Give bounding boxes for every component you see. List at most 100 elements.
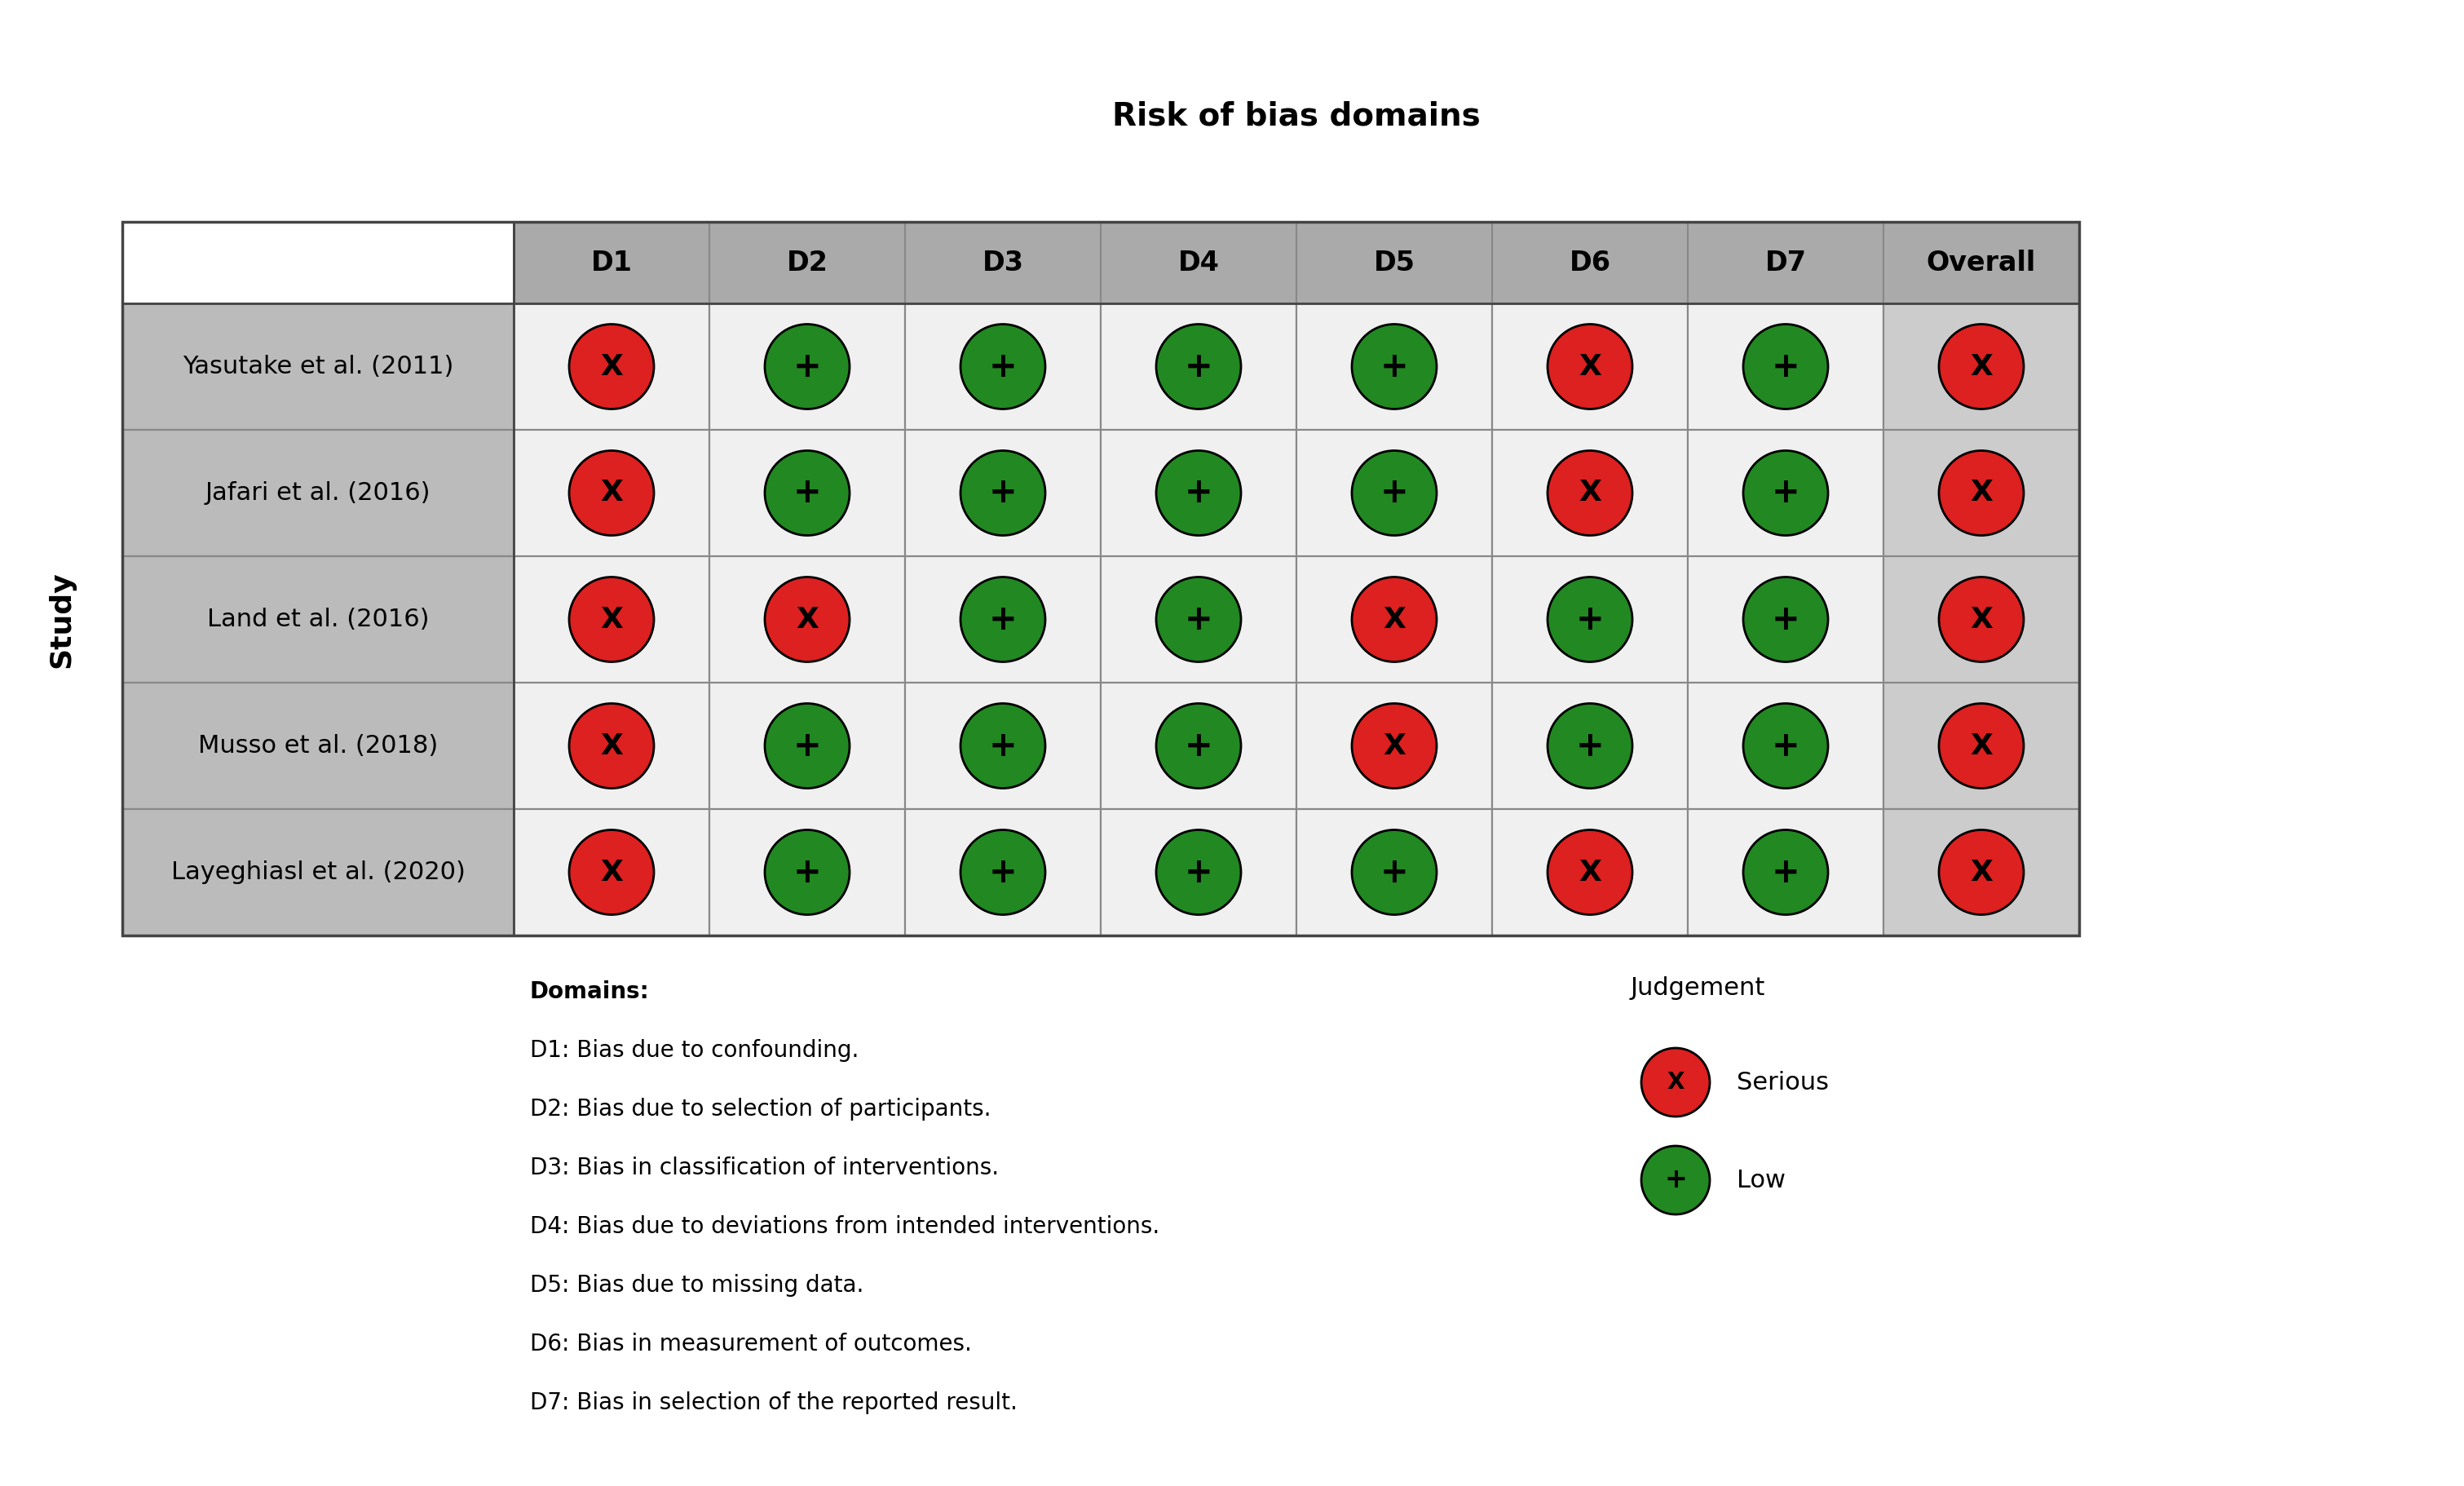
Bar (1882, 682, 2080, 808)
Circle shape (1742, 324, 1828, 409)
Text: X: X (1969, 352, 1993, 380)
Bar (1688, 303, 1882, 429)
Text: D3: D3 (983, 250, 1023, 276)
Text: +: + (988, 602, 1018, 636)
Text: D2: Bias due to selection of participants.: D2: Bias due to selection of participant… (530, 1098, 991, 1120)
Bar (513, 429, 710, 556)
Circle shape (764, 703, 850, 788)
Bar (513, 303, 710, 429)
Text: D4: Bias due to deviations from intended interventions.: D4: Bias due to deviations from intended… (530, 1216, 1161, 1238)
Circle shape (1939, 577, 2023, 661)
Text: Judgement: Judgement (1631, 976, 1767, 1000)
Text: X: X (1579, 352, 1602, 380)
Circle shape (1547, 577, 1631, 661)
Bar (1882, 808, 2080, 936)
Bar (1493, 429, 1688, 556)
Text: X: X (601, 733, 623, 759)
Text: X: X (1969, 859, 1993, 886)
Text: Low: Low (1737, 1168, 1786, 1192)
Circle shape (1939, 703, 2023, 788)
Circle shape (961, 324, 1045, 409)
Text: Domains:: Domains: (530, 981, 650, 1003)
Text: X: X (1969, 606, 1993, 633)
Text: +: + (1772, 476, 1799, 510)
Bar (513, 556, 710, 682)
Text: +: + (988, 476, 1018, 510)
Text: +: + (1577, 602, 1604, 636)
Text: X: X (601, 859, 623, 886)
Bar (1101, 808, 1296, 936)
Bar (513, 682, 710, 808)
Text: D7: D7 (1764, 250, 1806, 276)
Bar (1493, 303, 1688, 429)
Text: X: X (601, 606, 623, 633)
Text: +: + (1380, 854, 1409, 890)
Circle shape (764, 577, 850, 661)
Circle shape (1742, 703, 1828, 788)
Circle shape (1547, 450, 1631, 535)
Text: +: + (793, 476, 821, 510)
Text: +: + (1185, 349, 1212, 383)
Bar (710, 429, 904, 556)
Bar (123, 429, 513, 556)
Text: +: + (793, 728, 821, 762)
Bar (904, 429, 1101, 556)
Circle shape (569, 577, 653, 661)
Bar (513, 221, 2080, 303)
Text: X: X (1666, 1071, 1685, 1094)
Circle shape (1547, 703, 1631, 788)
Bar (1101, 682, 1296, 808)
Text: X: X (796, 606, 818, 633)
Text: +: + (1380, 349, 1409, 383)
Text: D5: Bias due to missing data.: D5: Bias due to missing data. (530, 1274, 865, 1297)
Text: Jafari et al. (2016): Jafari et al. (2016) (205, 481, 431, 505)
Text: X: X (1579, 478, 1602, 507)
Text: +: + (1577, 728, 1604, 762)
Bar (1296, 429, 1493, 556)
Bar (1296, 303, 1493, 429)
Text: Risk of bias domains: Risk of bias domains (1111, 101, 1481, 131)
Circle shape (569, 829, 653, 915)
Text: D2: D2 (786, 250, 828, 276)
Bar (710, 808, 904, 936)
Circle shape (1156, 577, 1242, 661)
Bar (1101, 303, 1296, 429)
Text: +: + (1663, 1167, 1688, 1193)
Bar (1882, 556, 2080, 682)
Circle shape (1353, 324, 1437, 409)
Circle shape (1353, 703, 1437, 788)
Text: +: + (793, 349, 821, 383)
Text: +: + (1185, 602, 1212, 636)
Circle shape (1547, 829, 1631, 915)
Circle shape (1156, 324, 1242, 409)
Text: +: + (1185, 476, 1212, 510)
Circle shape (1156, 450, 1242, 535)
Bar (1296, 808, 1493, 936)
Text: +: + (1772, 602, 1799, 636)
Text: X: X (601, 478, 623, 507)
Bar (904, 556, 1101, 682)
Text: +: + (988, 349, 1018, 383)
Bar (1493, 808, 1688, 936)
Text: +: + (1185, 728, 1212, 762)
Bar (123, 682, 513, 808)
Bar (710, 682, 904, 808)
Circle shape (1742, 450, 1828, 535)
Circle shape (1353, 450, 1437, 535)
Circle shape (1939, 829, 2023, 915)
Bar (123, 303, 513, 429)
Circle shape (1939, 450, 2023, 535)
Bar (1296, 556, 1493, 682)
Text: +: + (1772, 728, 1799, 762)
Text: +: + (793, 854, 821, 890)
Circle shape (1156, 703, 1242, 788)
Bar (1101, 429, 1296, 556)
Text: D3: Bias in classification of interventions.: D3: Bias in classification of interventi… (530, 1156, 998, 1180)
Text: Layeghiasl et al. (2020): Layeghiasl et al. (2020) (170, 860, 466, 884)
Circle shape (1742, 577, 1828, 661)
Bar (1688, 808, 1882, 936)
Bar (1882, 303, 2080, 429)
Text: +: + (988, 728, 1018, 762)
Circle shape (961, 450, 1045, 535)
Text: D7: Bias in selection of the reported result.: D7: Bias in selection of the reported re… (530, 1391, 1018, 1415)
